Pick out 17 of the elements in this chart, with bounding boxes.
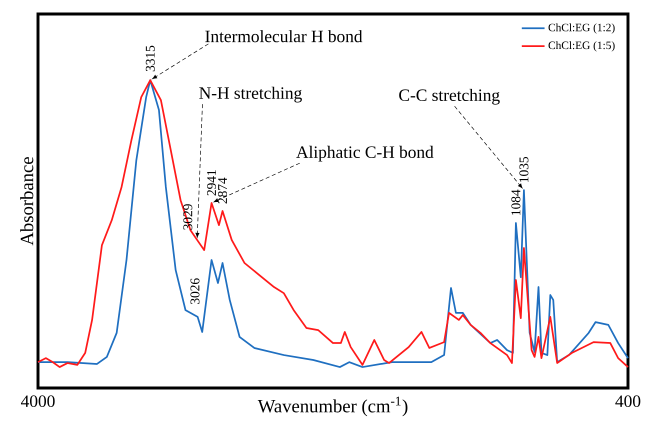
legend-label: ChCl:EG (1:5) <box>548 41 615 52</box>
annotation: Aliphatic C-H bond <box>296 146 434 162</box>
annotation: 2874 <box>218 178 228 204</box>
annotation: 1084 <box>511 190 520 215</box>
annotation: C-C stretching <box>399 88 500 105</box>
annotation: Intermolecular H bond <box>205 30 362 42</box>
annotation: 3315 <box>146 46 155 72</box>
annotation: 3026 <box>190 278 200 304</box>
legend-label: ChCl:EG (1:2) <box>548 23 615 34</box>
y-axis-title: Absorbance <box>20 157 34 246</box>
x-axis-title: Wavenumber (cm$^{-1}$) <box>258 396 408 416</box>
annotation: N-H stretching <box>199 86 302 102</box>
x-tick-label: 400 <box>615 395 640 408</box>
annotation: 1035 <box>519 156 528 182</box>
annotation: 2941 <box>207 170 216 196</box>
x-tick-label: 4000 <box>21 395 55 408</box>
annotation: 3029 <box>183 204 192 230</box>
